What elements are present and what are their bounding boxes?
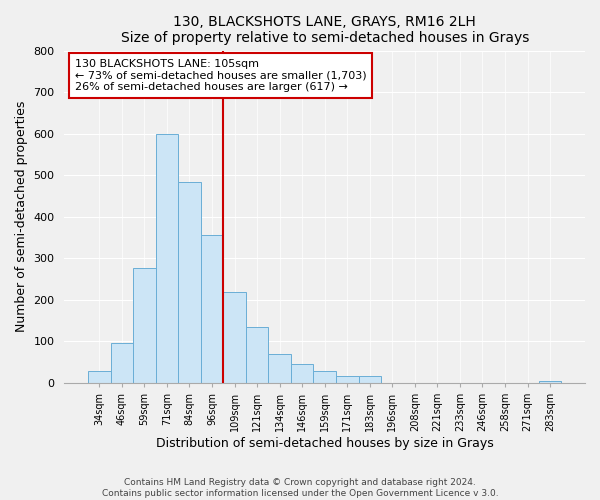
Bar (539, 381, 562, 383)
Bar (223, 292, 246, 383)
Text: 130 BLACKSHOTS LANE: 105sqm
← 73% of semi-detached houses are smaller (1,703)
26: 130 BLACKSHOTS LANE: 105sqm ← 73% of sem… (75, 59, 367, 92)
Y-axis label: Number of semi-detached properties: Number of semi-detached properties (15, 101, 28, 332)
Bar (291, 364, 313, 383)
Bar (268, 354, 291, 383)
Title: 130, BLACKSHOTS LANE, GRAYS, RM16 2LH
Size of property relative to semi-detached: 130, BLACKSHOTS LANE, GRAYS, RM16 2LH Si… (121, 15, 529, 45)
Bar (155, 134, 178, 383)
Bar (133, 268, 155, 383)
Bar (88, 370, 110, 383)
X-axis label: Distribution of semi-detached houses by size in Grays: Distribution of semi-detached houses by … (156, 437, 494, 450)
Bar (313, 372, 336, 383)
Text: Contains HM Land Registry data © Crown copyright and database right 2024.
Contai: Contains HM Land Registry data © Crown c… (101, 478, 499, 498)
Bar (246, 326, 268, 383)
Bar (110, 342, 133, 383)
Bar (359, 376, 381, 383)
Bar (336, 376, 359, 383)
Bar (201, 236, 223, 383)
Bar (178, 182, 201, 383)
